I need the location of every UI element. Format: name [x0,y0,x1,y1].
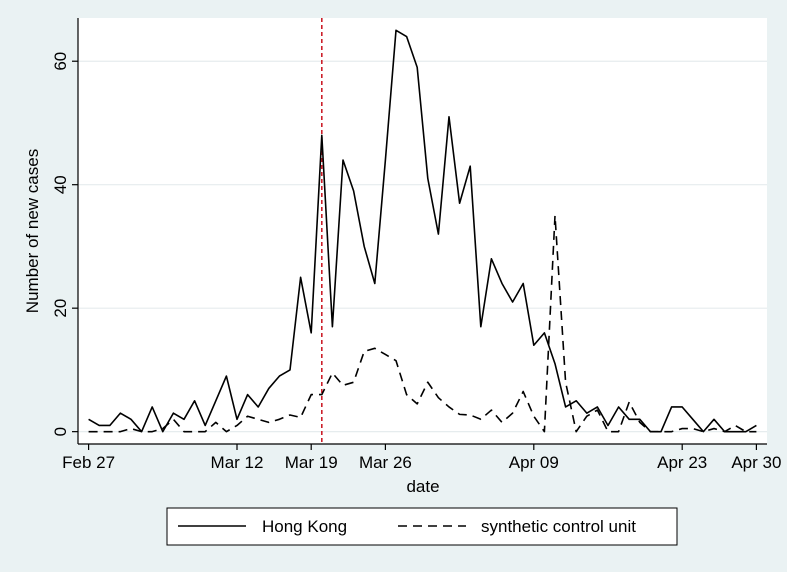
x-tick-label-mar-19: Mar 19 [285,453,338,472]
series-line-synthetic-control-unit [88,214,757,433]
x-tick-label-apr-09: Apr 09 [509,453,559,472]
y-tick-label-40: 40 [51,175,70,194]
y-tick-label-20: 20 [51,299,70,318]
legend: Hong Kong synthetic control unit [166,507,678,546]
y-tick-label-60: 60 [51,52,70,71]
series-line-hong-kong [88,29,757,433]
x-axis-title: date [406,477,439,496]
x-axis-ticks: Feb 27 Mar 12 Mar 19 Mar 26 Apr 09 Apr 23 Apr … [62,444,781,472]
x-tick-label-mar-26: Mar 26 [359,453,412,472]
x-tick-label-feb-27: Feb 27 [62,453,115,472]
y-axis-ticks: 0 20 40 60 [51,52,78,436]
legend-label-synthetic-control: synthetic control unit [481,517,636,536]
y-tick-label-0: 0 [51,427,70,436]
x-tick-label-apr-23: Apr 23 [657,453,707,472]
legend-label-hong-kong: Hong Kong [262,517,347,536]
y-axis-title: Number of new cases [23,149,42,313]
x-tick-label-apr-30: Apr 30 [731,453,781,472]
x-tick-label-mar-12: Mar 12 [211,453,264,472]
plot-region [78,18,767,444]
series-layer [88,29,757,433]
